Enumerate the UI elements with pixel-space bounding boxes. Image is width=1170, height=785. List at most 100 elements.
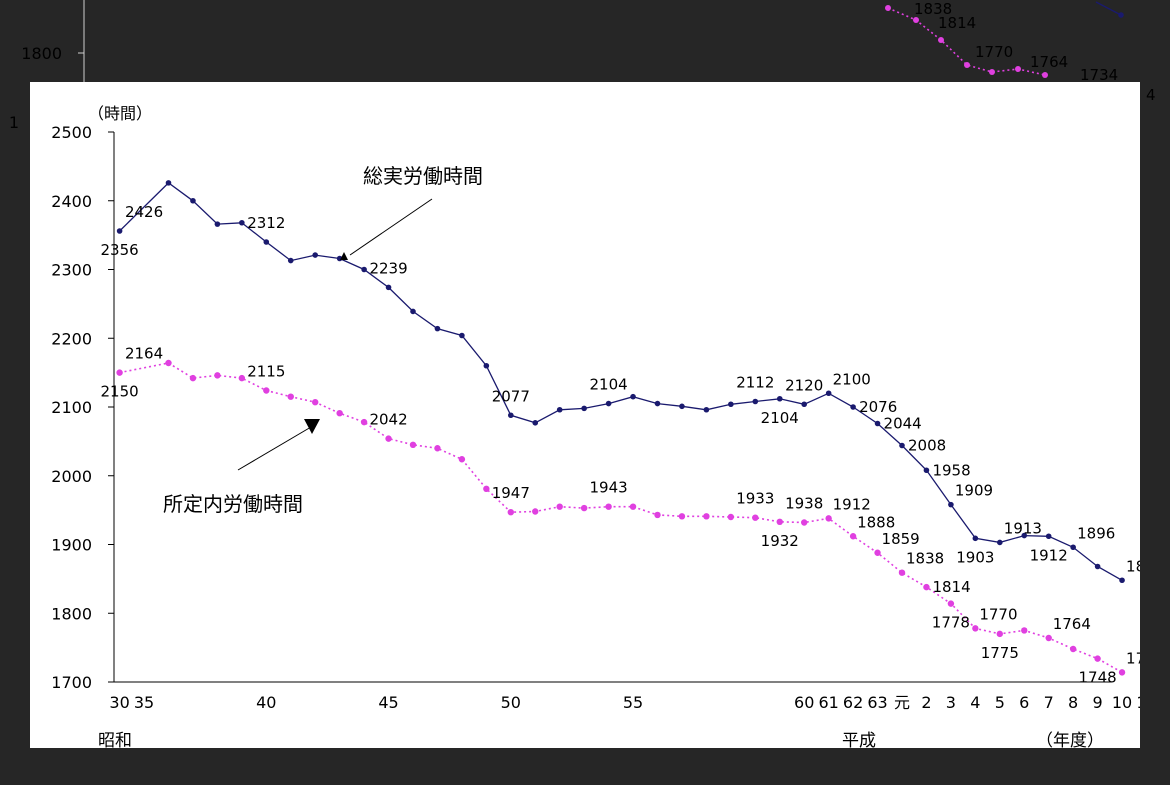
data-point: [385, 284, 392, 291]
data-label: 2008: [908, 437, 946, 455]
series-callout-label: 所定内労働時間: [163, 492, 303, 516]
data-point: [556, 406, 563, 413]
x-tick-label: 62: [843, 693, 863, 712]
down-triangle-icon: [304, 419, 320, 434]
data-point: [239, 219, 245, 226]
data-point: [727, 513, 735, 521]
data-label: 1775: [981, 644, 1019, 662]
data-label: 2239: [369, 259, 407, 277]
callout-leader-line: [237, 426, 312, 471]
data-point: [728, 401, 734, 408]
data-label: 2077: [492, 387, 530, 405]
data-label: 1913: [1004, 519, 1042, 537]
data-label: 2042: [369, 411, 407, 429]
data-point: [752, 398, 759, 405]
data-point: [1045, 533, 1052, 540]
data-label: 1748: [1079, 669, 1117, 687]
y-tick-label: 1700: [51, 673, 92, 692]
data-label: 1943: [590, 479, 628, 497]
data-point: [850, 404, 856, 410]
data-point: [263, 387, 270, 394]
data-point: [410, 308, 416, 315]
x-tick-label: 60: [794, 693, 814, 712]
data-point: [654, 511, 661, 519]
data-point: [580, 504, 588, 512]
data-label: 2115: [247, 363, 285, 381]
data-point: [189, 374, 197, 382]
data-point: [948, 501, 954, 508]
data-point: [703, 406, 710, 413]
bg-y-tick-label: 1800: [21, 44, 62, 63]
data-point: [1119, 577, 1125, 584]
data-point: [972, 535, 979, 542]
y-tick-label: 2100: [51, 398, 92, 417]
x-tick-label: 7: [1044, 693, 1054, 712]
data-point: [165, 180, 172, 186]
bg-data-point: [1015, 66, 1021, 72]
data-label: 1838: [906, 550, 944, 568]
x-tick-label: 35: [134, 693, 154, 712]
data-point: [874, 420, 881, 427]
data-label: 1888: [857, 513, 895, 531]
data-point: [483, 485, 490, 493]
data-point: [997, 539, 1003, 546]
data-point: [360, 418, 368, 426]
data-label: 2112: [736, 374, 774, 392]
data-point: [459, 332, 465, 339]
data-label: 1912: [833, 495, 871, 513]
line-chart: （時間） 17001800190020002100220023002400250…: [51, 104, 1140, 748]
bg-data-label: 4: [1146, 86, 1156, 104]
y-tick-label: 2300: [51, 261, 92, 280]
data-point: [874, 549, 881, 556]
data-point: [409, 441, 417, 449]
data-point: [508, 412, 514, 419]
data-point: [923, 467, 930, 474]
data-point: [703, 513, 710, 520]
data-point: [507, 508, 514, 516]
bg-data-point: [964, 62, 970, 68]
data-label: 1764: [1053, 615, 1091, 633]
x-tick-label: 63: [867, 693, 887, 712]
series-callout-label: 総実労働時間: [363, 164, 483, 188]
x-axis-year-unit: （年度）: [1036, 731, 1104, 748]
data-label: 2104: [761, 409, 799, 427]
data-label: 1958: [932, 461, 970, 479]
bg-y-tick-label: 1: [9, 113, 19, 132]
data-point: [1069, 645, 1077, 653]
data-point: [923, 583, 930, 591]
data-point: [556, 503, 563, 510]
era-label-heisei: 平成: [842, 731, 876, 748]
data-label: 2164: [125, 345, 163, 363]
data-point: [801, 401, 807, 408]
x-tick-label: 元: [894, 693, 910, 712]
data-point: [630, 393, 636, 400]
bg-data-point: [885, 5, 891, 11]
data-point: [605, 503, 612, 510]
x-tick-label: 8: [1068, 693, 1078, 712]
bg-data-label: 1770: [975, 43, 1013, 61]
era-label-showa: 昭和: [98, 731, 132, 748]
data-label: 1947: [492, 484, 530, 502]
x-tick-label: 11: [1136, 693, 1140, 712]
data-point: [312, 252, 319, 258]
y-tick-label: 2200: [51, 329, 92, 348]
x-tick-label: 30: [109, 693, 129, 712]
data-label: 1778: [932, 614, 970, 632]
y-axis-unit-label: （時間）: [88, 104, 152, 123]
data-point: [238, 374, 246, 382]
data-label: 1868: [1126, 557, 1140, 575]
data-label: 1896: [1077, 524, 1115, 542]
x-tick-label: 3: [946, 693, 956, 712]
data-label: 1938: [785, 495, 823, 513]
data-label: 1859: [882, 530, 920, 548]
y-tick-label: 2500: [51, 123, 92, 142]
data-label: 1912: [1030, 546, 1068, 564]
data-point: [263, 239, 270, 245]
y-tick-label: 1800: [51, 604, 92, 623]
bg-series-line: [1095, 1, 1122, 16]
data-point: [801, 519, 808, 526]
chart-panel: （時間） 1700 1800 1900 2000 2100 2200 2300 2400 250…: [30, 82, 1140, 748]
data-point: [287, 393, 294, 400]
data-label: 2076: [859, 398, 897, 416]
y-tick-label: 2400: [51, 192, 92, 211]
